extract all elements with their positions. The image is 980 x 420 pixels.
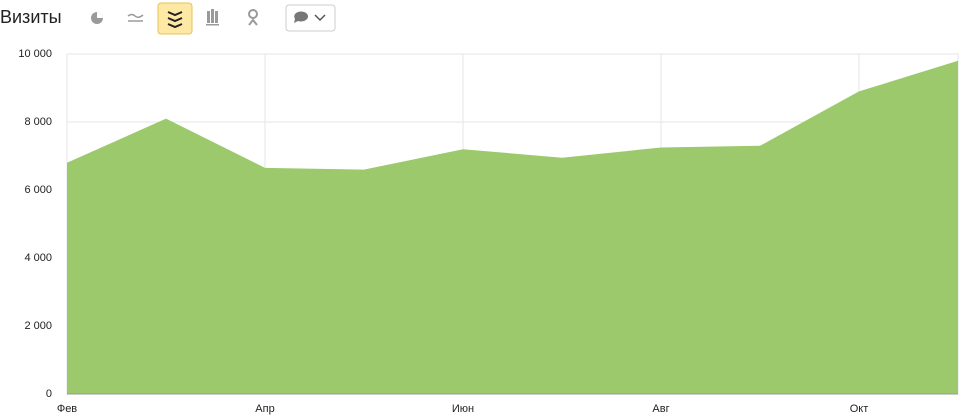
- area-chart-button-active[interactable]: [157, 2, 193, 35]
- bar-chart-button[interactable]: [206, 9, 219, 26]
- pie-chart-button[interactable]: [91, 12, 103, 24]
- area-chart-icon: [167, 11, 183, 29]
- y-tick-label: 4 000: [24, 252, 52, 264]
- y-tick-label: 8 000: [24, 116, 52, 128]
- y-tick-label: 2 000: [24, 320, 52, 332]
- x-tick-label: Апр: [255, 403, 274, 415]
- annotations-dropdown[interactable]: [285, 4, 336, 32]
- y-tick-label: 6 000: [24, 184, 52, 196]
- x-tick-label: Окт: [850, 403, 869, 415]
- y-tick-label: 10 000: [18, 48, 52, 60]
- chart-title: Визиты: [0, 7, 62, 27]
- map-button[interactable]: [248, 9, 258, 26]
- x-tick-label: Июн: [452, 403, 474, 415]
- x-tick-label: Фев: [57, 403, 77, 415]
- y-tick-label: 0: [46, 388, 52, 400]
- line-chart-button[interactable]: [127, 13, 144, 22]
- x-tick-label: Авг: [652, 403, 669, 415]
- area: [67, 60, 958, 395]
- toolbar: [91, 2, 336, 35]
